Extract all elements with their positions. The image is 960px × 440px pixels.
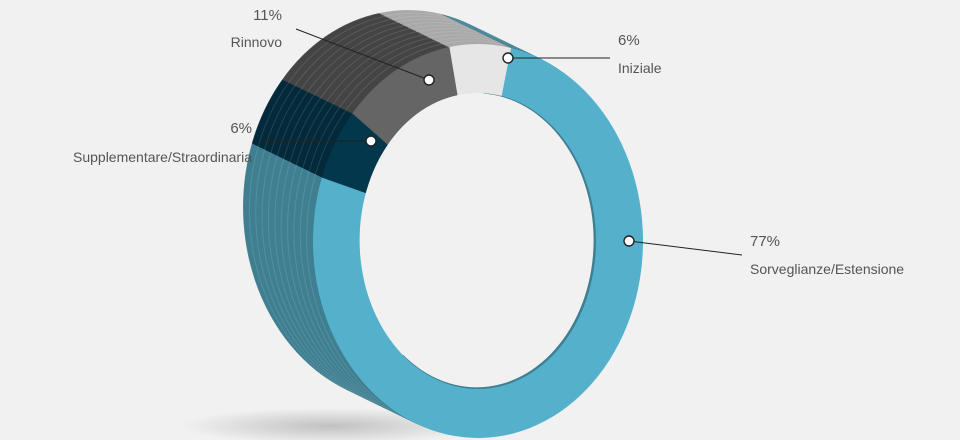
slice-supplementare-straordinaria [321,113,389,194]
category-label: Rinnovo [231,34,283,50]
category-label: Iniziale [618,60,662,76]
slice-rinnovo [352,46,458,146]
anchor-dot [365,135,377,147]
percent-label: 11% [253,7,282,24]
donut-hole [359,93,594,388]
callout-sorveglianze-estensione: 77% Sorveglianze/Estensione [623,233,904,277]
leader-line [295,28,430,81]
leader-line [628,240,743,256]
category-label: Supplementare/Straordinaria [73,149,252,165]
anchor-dot [502,52,514,64]
anchor-dot [423,74,435,86]
callout-rinnovo: 11% Rinnovo [231,7,435,86]
category-label: Sorveglianze/Estensione [750,261,904,277]
ring-face-layer [313,44,643,439]
callout-iniziale: 6% Iniziale [502,32,662,76]
anchor-dot [623,235,635,247]
slice-iniziale [449,44,512,97]
callout-supplementare-straordinaria: 6% Supplementare/Straordinaria [73,120,377,165]
percent-label: 77% [750,233,780,250]
percent-label: 6% [230,120,252,137]
callout-layer: 6% Iniziale 77% Sorveglianze/Estensione 6% Su… [73,7,904,277]
percent-label: 6% [618,32,640,49]
